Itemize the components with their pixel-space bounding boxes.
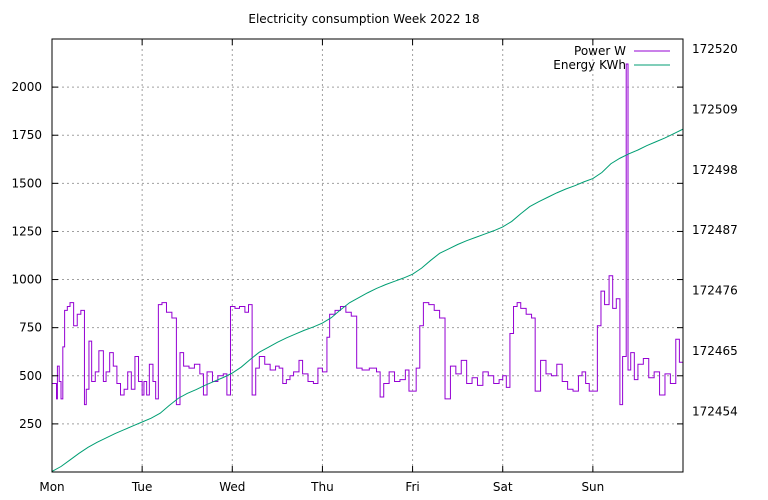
plot-frame — [51, 38, 684, 473]
y-tick-label: 1250 — [11, 224, 42, 238]
series-power-w — [52, 63, 683, 406]
y2-tick-label: 172454 — [692, 405, 738, 419]
y2-tick-label: 172487 — [692, 223, 738, 237]
chart-title: Electricity consumption Week 2022 18 — [248, 12, 479, 26]
y2-tick-label: 172509 — [692, 102, 738, 116]
y-tick-label: 1500 — [11, 176, 42, 190]
y2-tick-label: 172520 — [692, 42, 738, 56]
x-tick-label: Thu — [310, 480, 334, 494]
x-tick-label: Mon — [39, 480, 64, 494]
y2-tick-label: 172498 — [692, 163, 738, 177]
y-tick-label: 1750 — [11, 128, 42, 142]
y-tick-label: 1000 — [11, 273, 42, 287]
y-tick-label: 750 — [19, 321, 42, 335]
x-tick-label: Tue — [131, 480, 153, 494]
x-tick-label: Sun — [581, 480, 604, 494]
series-layer — [51, 63, 684, 472]
x-tick-label: Wed — [219, 480, 245, 494]
series-energy-kwh — [51, 128, 684, 472]
grid — [52, 39, 683, 472]
y2-tick-label: 172465 — [692, 344, 738, 358]
x-tick-label: Fri — [405, 480, 419, 494]
y2-tick-label: 172476 — [692, 284, 738, 298]
x-tick-label: Sat — [493, 480, 513, 494]
y-tick-label: 250 — [19, 417, 42, 431]
axis-ticks: 250 500 750 1000 1250 1500 1750 2000 172454 17246… — [11, 39, 738, 494]
legend-label: Power W — [574, 44, 626, 58]
y-tick-label: 2000 — [11, 80, 42, 94]
legend-label: Energy KWh — [553, 58, 626, 72]
y-tick-label: 500 — [19, 369, 42, 383]
